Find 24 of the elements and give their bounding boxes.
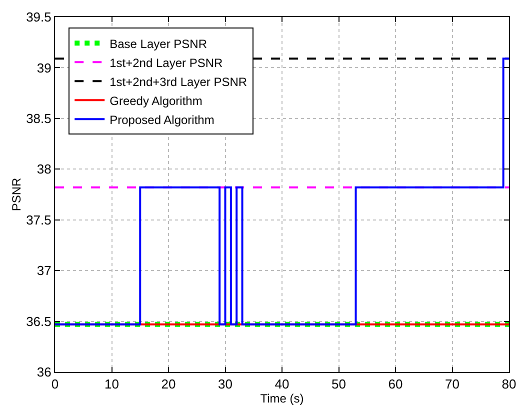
legend-label: Greedy Algorithm	[110, 94, 202, 108]
x-tick-label: 30	[218, 376, 232, 392]
y-tick-label: 36.5	[26, 314, 52, 329]
x-axis-title: Time (s)	[260, 392, 304, 406]
x-tick-label: 50	[332, 376, 346, 392]
y-tick-label: 39	[36, 60, 52, 76]
legend-label: Proposed Algorithm	[110, 112, 214, 127]
x-tick-label: 20	[161, 376, 176, 392]
x-tick-label: 70	[445, 376, 460, 392]
legend-label: 1st+2nd+3rd Layer PSNR	[110, 74, 248, 89]
y-tick-label: 38	[36, 162, 52, 177]
y-tick-label: 36	[36, 364, 52, 380]
x-tick-label: 60	[388, 376, 403, 392]
x-tick-label: 80	[502, 376, 516, 392]
legend-label: Base Layer PSNR	[110, 36, 208, 51]
legend-label: 1st+2nd Layer PSNR	[110, 56, 224, 70]
x-tick-label: 0	[51, 376, 59, 392]
y-axis-title: PSNR	[9, 178, 24, 212]
x-tick-label: 10	[104, 376, 119, 392]
y-tick-label: 39.5	[26, 10, 52, 25]
y-tick-label: 38.5	[26, 110, 52, 126]
y-tick-label: 37.5	[26, 212, 52, 228]
x-tick-label: 40	[274, 376, 290, 392]
y-tick-label: 37	[36, 263, 52, 278]
